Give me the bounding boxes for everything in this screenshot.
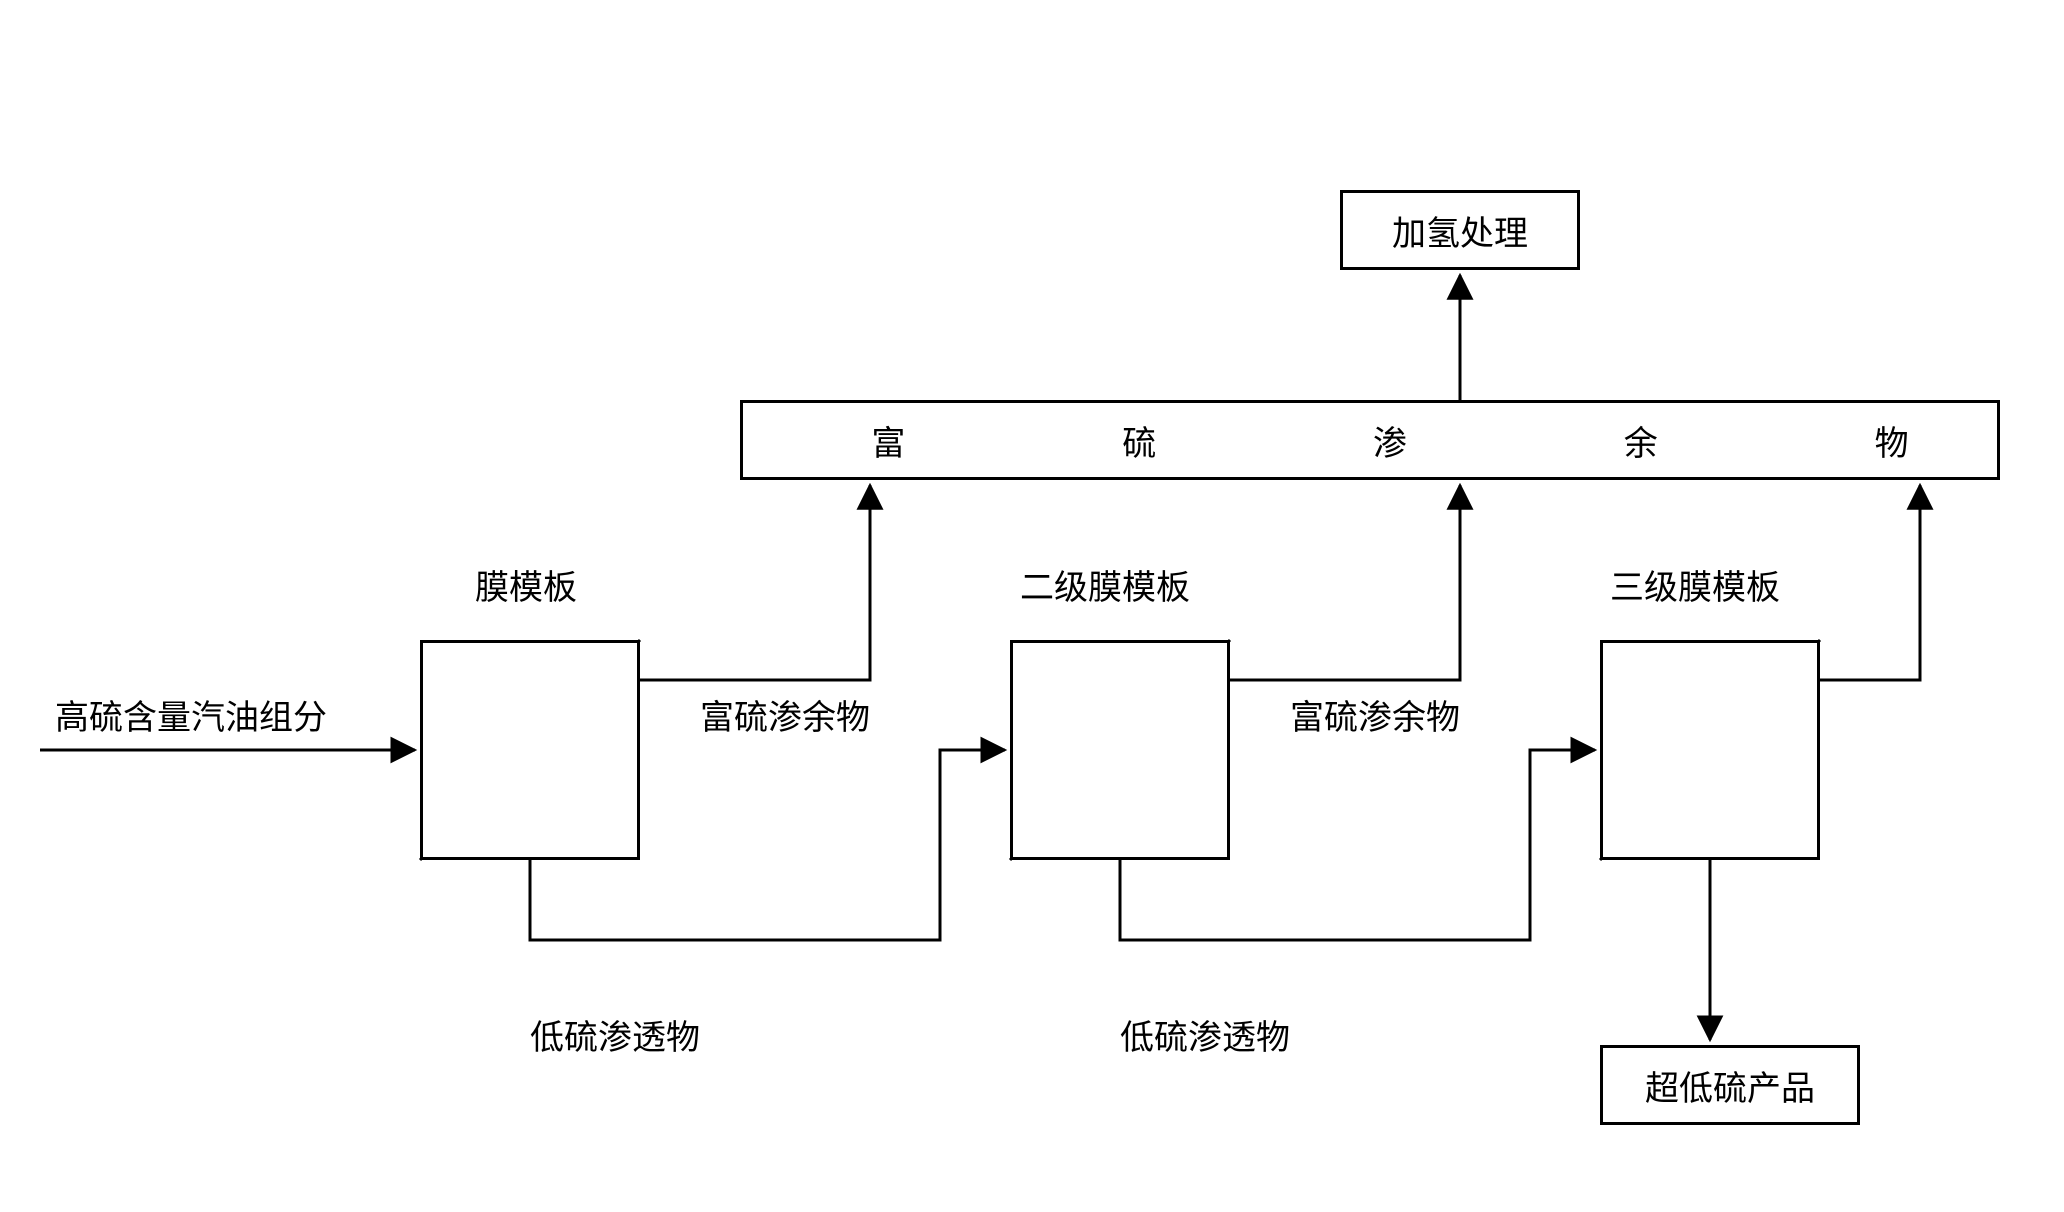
module-2-title: 二级膜模板 xyxy=(1020,560,1190,609)
diagram-canvas: 加氢处理 富 硫 渗 余 物 膜模板 二级膜模板 三级膜模板 超低硫产品 高硫含… xyxy=(0,0,2064,1212)
product-box: 超低硫产品 xyxy=(1600,1045,1860,1125)
permeate-1-label: 低硫渗透物 xyxy=(530,1010,700,1059)
collector-char-4: 余 xyxy=(1624,416,1658,465)
retentate-1-label: 富硫渗余物 xyxy=(700,690,870,739)
retentate-2-label: 富硫渗余物 xyxy=(1290,690,1460,739)
module-1-title: 膜模板 xyxy=(475,560,577,609)
membrane-module-3 xyxy=(1600,640,1820,860)
permeate-2-label: 低硫渗透物 xyxy=(1120,1010,1290,1059)
collector-char-1: 富 xyxy=(871,416,905,465)
collector-char-5: 物 xyxy=(1875,416,1909,465)
collector-box: 富 硫 渗 余 物 xyxy=(740,400,2000,480)
membrane-module-2 xyxy=(1010,640,1230,860)
collector-label: 富 硫 渗 余 物 xyxy=(743,403,2037,477)
collector-char-2: 硫 xyxy=(1122,416,1156,465)
feed-label: 高硫含量汽油组分 xyxy=(55,690,327,739)
module-3-title: 三级膜模板 xyxy=(1610,560,1780,609)
collector-char-3: 渗 xyxy=(1373,416,1407,465)
membrane-module-1 xyxy=(420,640,640,860)
hydro-treating-box: 加氢处理 xyxy=(1340,190,1580,270)
hydro-treating-label: 加氢处理 xyxy=(1343,193,1577,267)
product-label: 超低硫产品 xyxy=(1603,1048,1857,1122)
